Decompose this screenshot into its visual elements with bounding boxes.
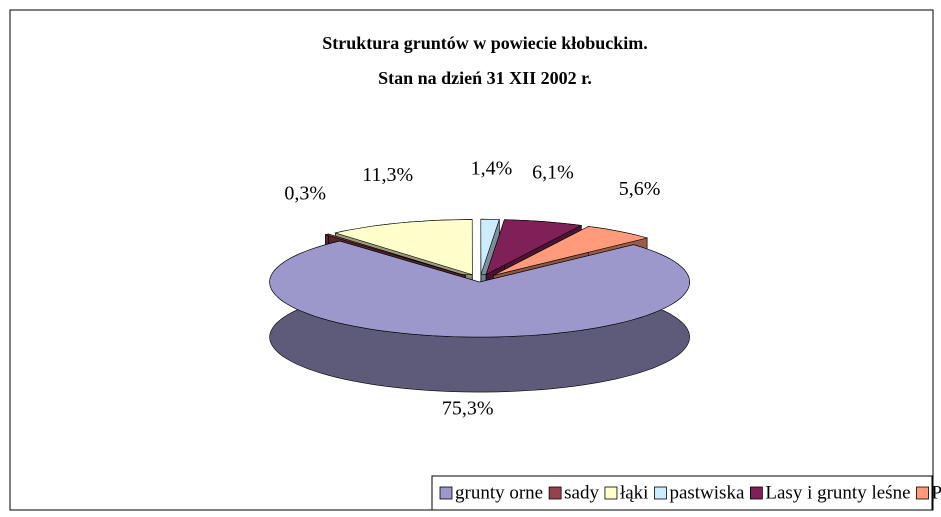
legend-swatch [439,486,453,500]
legend-swatch [604,486,618,500]
data-label: 11,3% [362,164,413,186]
data-label: 0,3% [284,182,326,204]
legend-swatch [548,486,562,500]
slice [269,240,690,393]
legend-swatch [916,486,929,500]
legend-box [431,475,933,511]
legend-label: pastwiska [669,482,745,503]
legend-swatch [654,486,667,500]
legend-label: Pozostałe grunty [932,482,941,503]
slice-top [334,219,473,276]
slice-top [493,226,649,276]
slice-top [269,240,690,338]
data-label: 6,1% [532,161,574,183]
data-label: 1,4% [471,158,513,180]
legend-label: grunty orne [455,482,543,503]
data-label: 75,3% [442,397,494,419]
legend-label: sady [564,482,599,503]
chart-subtitle: Stan na dzień 31 XII 2002 r. [378,68,592,88]
slice-top [485,219,583,276]
chart-title: Struktura gruntów w powiecie kłobuckim. [322,33,648,53]
slice-top [480,218,500,275]
legend-swatch [749,486,763,500]
legend-label: łąki [620,482,649,503]
legend-label: Lasy i grunty leśne [765,482,910,503]
slice-top [324,233,466,276]
data-label: 5,6% [619,178,661,200]
